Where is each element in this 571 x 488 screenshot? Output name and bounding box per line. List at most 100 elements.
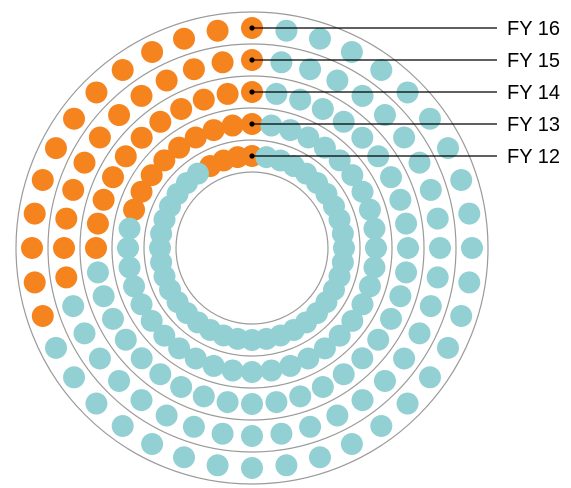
dot-base <box>426 266 449 289</box>
dot-highlighted <box>170 98 193 120</box>
ring-separator-5 <box>15 11 489 485</box>
dot-base <box>437 336 460 359</box>
dot-highlighted <box>184 126 207 149</box>
dot-base <box>141 433 164 456</box>
dot-base <box>311 98 334 120</box>
dot-base <box>44 336 67 359</box>
dot-base <box>173 446 196 469</box>
dot-base <box>395 261 418 284</box>
dot-base <box>461 237 483 259</box>
dot-base <box>328 324 351 347</box>
dot-base <box>88 347 111 370</box>
dot-base <box>380 166 402 189</box>
dot-highlighted <box>23 271 46 294</box>
dot-base <box>130 389 153 412</box>
series-label: FY 16 <box>507 18 560 40</box>
ring-fy-13 <box>117 113 387 383</box>
dot-base <box>326 69 349 92</box>
dot-base <box>202 354 225 377</box>
dot-base <box>373 104 396 127</box>
ring-fy-12 <box>149 145 355 351</box>
ring-separator-2 <box>111 107 393 389</box>
dot-base <box>114 328 137 351</box>
dot-base <box>275 454 298 477</box>
dot-base <box>118 217 141 240</box>
dot-base <box>241 393 263 415</box>
dot-base <box>62 295 85 318</box>
dot-base <box>153 324 176 347</box>
dot-highlighted <box>63 107 86 130</box>
dot-highlighted <box>92 188 115 211</box>
dot-highlighted <box>130 84 153 107</box>
dot-base <box>308 446 331 469</box>
dot-highlighted <box>182 58 205 81</box>
dot-highlighted <box>23 202 46 225</box>
dot-base <box>351 180 374 203</box>
dot-base <box>216 391 239 414</box>
dot-base <box>297 347 320 370</box>
ring-separator-0 <box>175 171 329 325</box>
dot-highlighted <box>216 82 239 105</box>
dot-base <box>311 376 334 398</box>
dot-base <box>397 237 419 259</box>
dot-highlighted <box>86 212 109 235</box>
dot-base <box>351 389 374 412</box>
dot-base <box>117 237 139 259</box>
dot-base <box>168 337 191 360</box>
dot-base <box>155 404 178 427</box>
dot-base <box>313 337 336 360</box>
dot-highlighted <box>85 237 107 259</box>
dot-base <box>450 169 473 192</box>
leader-anchor <box>249 153 255 159</box>
dot-base <box>85 392 108 415</box>
dot-base <box>149 363 172 386</box>
dot-base <box>418 107 441 130</box>
dot-highlighted <box>31 304 54 327</box>
dot-base <box>351 84 374 107</box>
dot-base <box>365 237 387 259</box>
dot-base <box>275 19 298 42</box>
dot-base <box>419 178 442 201</box>
dot-base <box>270 422 293 445</box>
ring-fy-16 <box>21 17 483 479</box>
dot-base <box>370 414 393 437</box>
dot-highlighted <box>62 178 85 201</box>
dot-base <box>73 322 96 345</box>
dot-highlighted <box>44 137 67 160</box>
dot-base <box>341 309 364 332</box>
dot-base <box>389 285 412 308</box>
dot-base <box>450 304 473 327</box>
dot-highlighted <box>173 27 196 50</box>
dot-highlighted <box>155 69 178 92</box>
dot-base <box>458 202 481 225</box>
dot-highlighted <box>88 126 111 149</box>
dot-base <box>308 27 331 50</box>
dot-base <box>241 425 263 447</box>
dot-highlighted <box>53 237 75 259</box>
dot-highlighted <box>102 166 124 189</box>
dot-base <box>363 217 386 240</box>
dot-base <box>389 188 412 211</box>
dot-base <box>358 275 381 298</box>
dot-base <box>102 307 124 330</box>
leader-anchor <box>249 121 255 127</box>
dot-base <box>118 256 141 279</box>
dot-base <box>396 392 419 415</box>
dot-base <box>241 457 263 479</box>
dot-highlighted <box>73 151 96 174</box>
dot-highlighted <box>192 88 215 111</box>
dot-base <box>265 82 288 105</box>
dot-base <box>340 40 363 63</box>
dot-base <box>395 212 418 235</box>
dot-base <box>363 256 386 279</box>
dot-highlighted <box>55 266 78 289</box>
dot-base <box>289 385 312 408</box>
dot-base <box>270 51 293 74</box>
dot-base <box>260 359 283 382</box>
series-label: FY 12 <box>507 146 560 168</box>
dot-base <box>380 307 402 330</box>
ring-fy-14 <box>85 81 419 415</box>
dot-base <box>92 285 115 308</box>
dot-base <box>458 271 481 294</box>
dot-base <box>358 198 381 221</box>
